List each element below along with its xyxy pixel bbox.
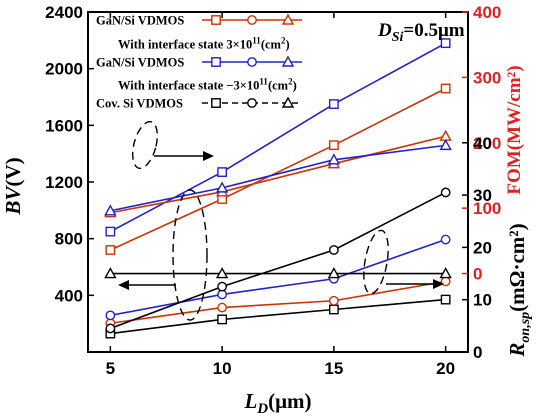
legend-marker xyxy=(247,98,257,108)
data-point xyxy=(217,314,228,325)
y-right-top-tick-label: 400 xyxy=(473,3,501,22)
data-point xyxy=(328,99,339,109)
y-right-bottom-tick-label: 30 xyxy=(473,186,492,205)
ron-arrow-head xyxy=(433,279,444,289)
series-line xyxy=(110,280,446,325)
x-axis-title: LD(μm) xyxy=(243,389,311,417)
series-ronsp-neg xyxy=(105,234,451,321)
series-line xyxy=(110,238,446,317)
legend-item: GaN/Si VDMOS xyxy=(96,56,302,70)
y-left-tick-label: 2400 xyxy=(45,3,83,22)
data-point xyxy=(104,267,117,279)
series-line xyxy=(110,191,447,330)
legend-label: Cov. Si VDMOS xyxy=(96,97,183,111)
legend-marker xyxy=(281,55,295,67)
data-point xyxy=(328,140,339,151)
x-tick-label: 20 xyxy=(436,359,455,378)
x-tick-label: 5 xyxy=(106,359,115,378)
legend-marker xyxy=(281,13,295,25)
y-left-tick-label: 800 xyxy=(55,230,83,249)
y-right-top-tick-label: 300 xyxy=(473,68,501,87)
legend-item: GaN/Si VDMOS xyxy=(96,14,302,28)
data-point xyxy=(215,181,229,193)
y-left-tick-label: 1600 xyxy=(45,116,83,135)
data-point xyxy=(328,245,339,255)
series-line xyxy=(110,144,446,212)
data-point xyxy=(439,138,452,151)
data-point xyxy=(328,295,339,306)
x-tick-label: 10 xyxy=(213,359,232,378)
series-fom-neg xyxy=(104,138,452,216)
series-line xyxy=(110,87,447,251)
y-right-top-tick-label: 200 xyxy=(473,134,501,153)
legend-item: With interface state −3×1011(cm2) xyxy=(118,77,297,93)
fom-group-ellipse xyxy=(131,120,159,170)
y-left-tick-label: 2000 xyxy=(45,60,83,79)
x-tick-label: 15 xyxy=(324,359,343,378)
y-right-bottom-tick-label: 10 xyxy=(473,291,492,310)
bv-group-ellipse xyxy=(172,189,208,321)
series-line xyxy=(110,298,446,335)
y-left-axis-title: BV(V) xyxy=(1,157,25,215)
data-point xyxy=(439,267,452,279)
data-point xyxy=(217,302,228,313)
ron-group-ellipse xyxy=(363,229,389,295)
legend-item: Cov. Si VDMOS xyxy=(96,97,302,111)
data-point xyxy=(440,187,451,198)
y-right-bottom-tick-label: 20 xyxy=(473,238,492,257)
data-point xyxy=(105,323,116,334)
data-point xyxy=(440,38,451,49)
y-left-tick-label: 1200 xyxy=(45,173,83,192)
bv-arrow-head xyxy=(118,280,129,290)
legend-marker xyxy=(247,15,257,25)
data-point xyxy=(328,304,339,315)
data-point xyxy=(217,281,228,292)
legend-item: With interface state 3×1011(cm2) xyxy=(118,36,290,52)
annotation-layer: DSi=0.5μm xyxy=(118,20,465,321)
series-layer xyxy=(104,38,452,339)
data-point xyxy=(327,267,341,279)
series-line xyxy=(110,135,446,214)
legend-label: GaN/Si VDMOS xyxy=(96,14,184,28)
y-right-bottom-tick-label: 0 xyxy=(473,343,482,362)
axis-layer: 5 10 15 20400800120016002000240001002003004… xyxy=(1,3,533,417)
data-point xyxy=(105,245,116,255)
y-right-bottom-axis-title: Ron,sp(mΩ·cm²) xyxy=(505,223,533,357)
legend-marker xyxy=(211,98,221,108)
legend-marker xyxy=(211,15,221,25)
data-point xyxy=(215,267,229,279)
fom-arrow-head xyxy=(203,151,214,161)
y-right-bottom-tick-label: 40 xyxy=(473,134,492,153)
data-point xyxy=(439,129,452,141)
data-point xyxy=(440,294,451,305)
series-fom-si xyxy=(104,267,452,279)
y-right-top-tick-label: 100 xyxy=(473,199,501,218)
data-point xyxy=(105,310,116,321)
data-point xyxy=(217,167,228,177)
legend-label: With interface state 3×1011(cm2) xyxy=(118,36,290,52)
data-point xyxy=(104,204,117,216)
y-right-top-axis-title: FOM(MW/cm²) xyxy=(504,65,525,194)
legend-marker xyxy=(281,96,295,108)
series-bv-pos xyxy=(105,83,451,255)
legend-label: GaN/Si VDMOS xyxy=(96,56,184,70)
y-right-top-tick-label: 0 xyxy=(473,265,482,284)
data-point xyxy=(327,153,341,165)
data-point xyxy=(440,83,451,94)
data-point xyxy=(217,289,228,300)
series-ronsp-si xyxy=(105,187,451,334)
legend: GaN/Si VDMOS With interface state 3×1011(… xyxy=(96,14,302,111)
series-ronsp-pos xyxy=(105,276,451,329)
data-point xyxy=(105,226,116,237)
y-left-tick-label: 400 xyxy=(55,286,83,305)
legend-marker xyxy=(211,57,221,67)
legend-marker xyxy=(247,57,257,67)
legend-label: With interface state −3×1011(cm2) xyxy=(118,77,297,93)
data-point xyxy=(440,234,451,245)
annotation-dsi: DSi=0.5μm xyxy=(377,20,465,45)
